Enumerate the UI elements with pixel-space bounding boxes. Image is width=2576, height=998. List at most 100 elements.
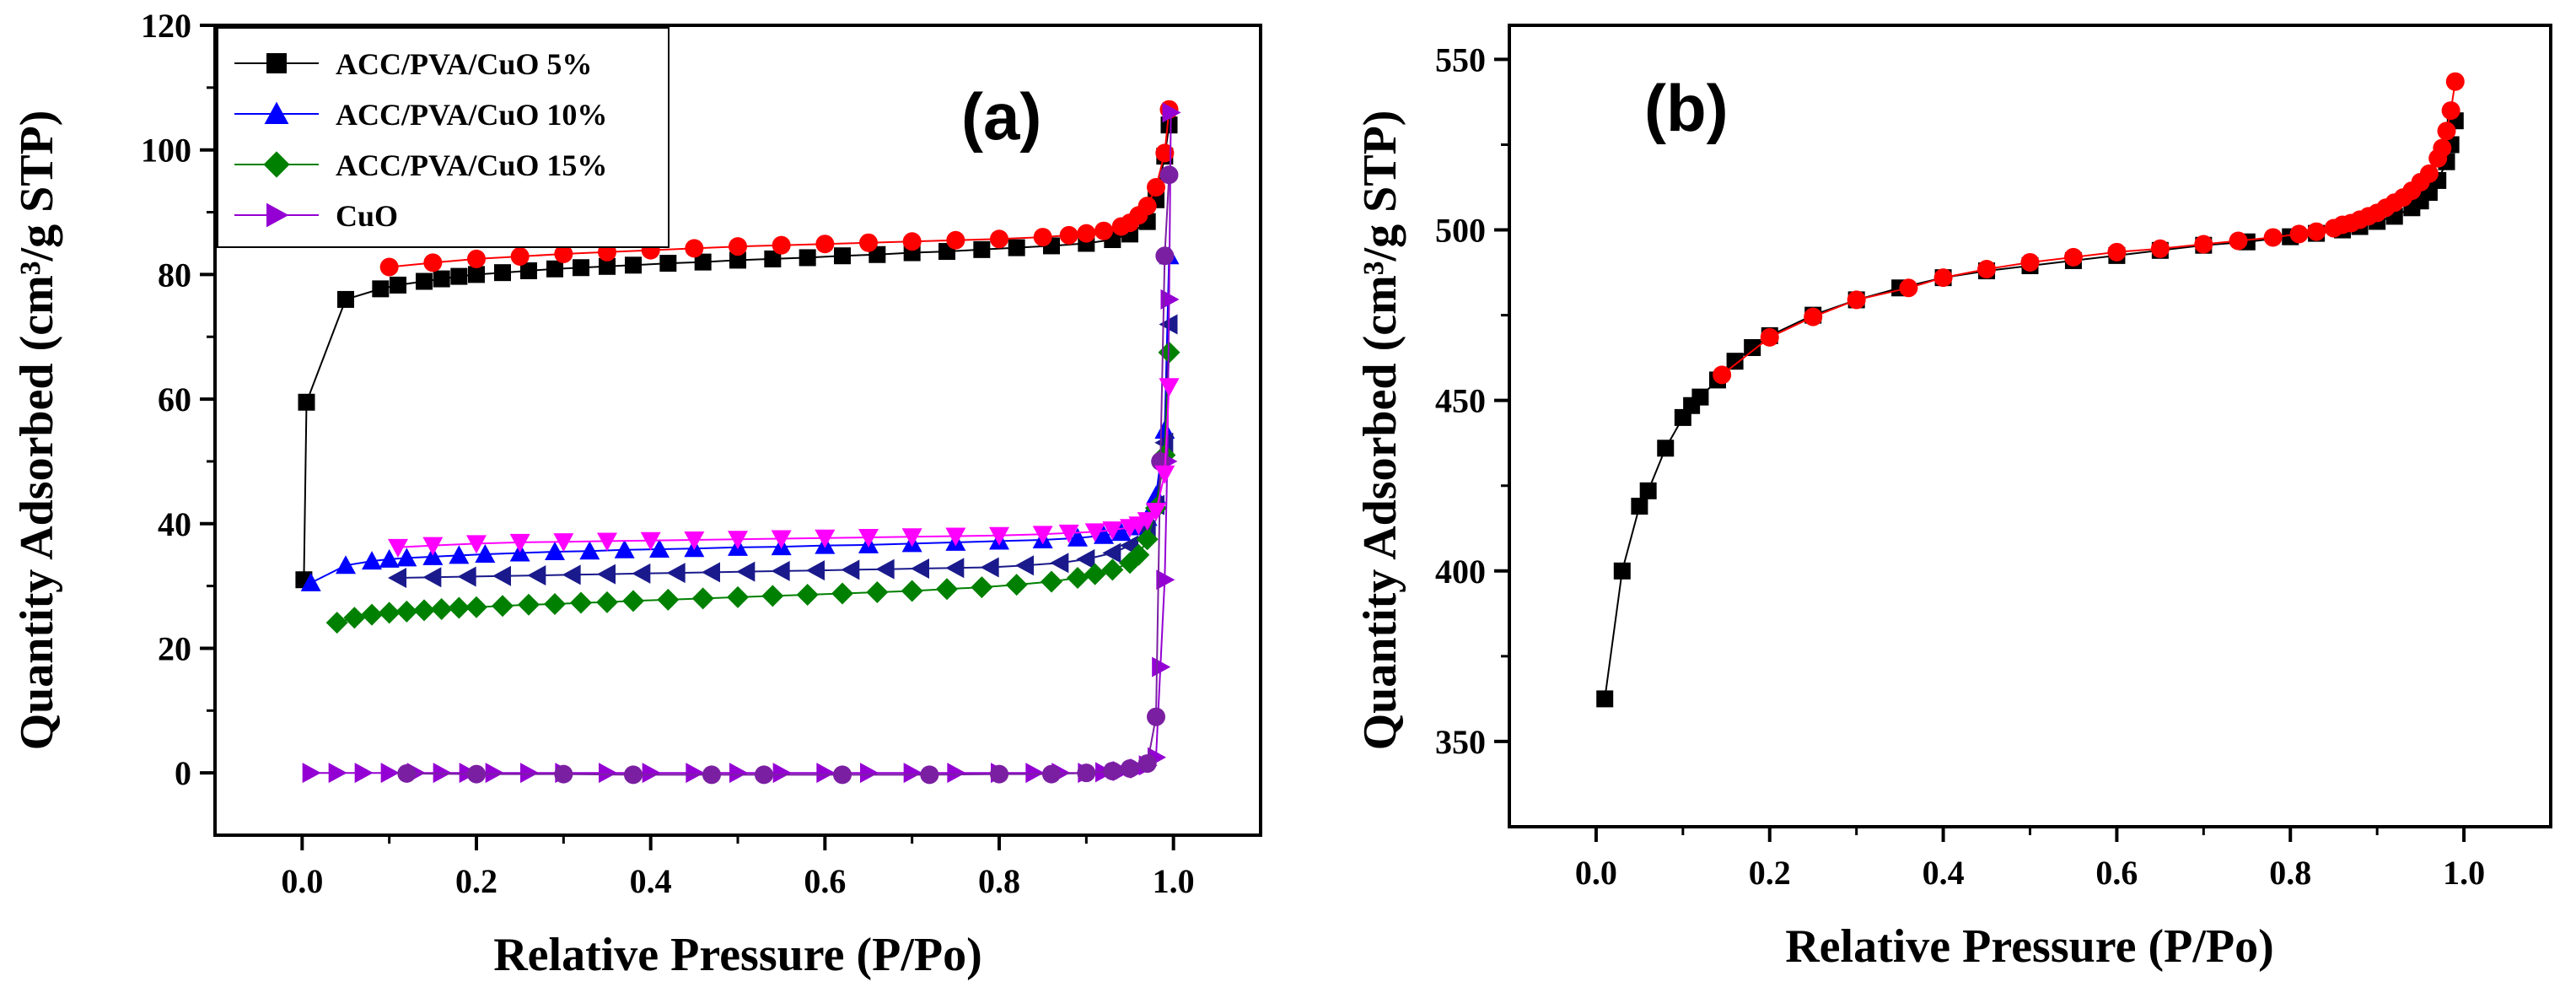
panel-b-x-tick-label: 1.0: [2443, 854, 2485, 892]
panel-b-ticks: 0.0 0.2 0.4 0.6 0.8 1.0 350 400 450 500 550: [1435, 40, 2485, 892]
panel-a-data-point: [702, 765, 721, 785]
panel-a-data-point: [423, 253, 443, 272]
panel-b-x-axis-title: Relative Pressure (P/Po): [1785, 920, 2274, 973]
panel-a-data-point: [1137, 754, 1157, 774]
panel-a-data-point: [466, 535, 487, 554]
panel-a-data-point: [1154, 432, 1174, 453]
panel-a-data-point: [1084, 523, 1105, 542]
panel-a-y-tick-label: 100: [141, 132, 191, 170]
panel-a-data-point: [772, 763, 792, 784]
panel-a-data-point: [1058, 524, 1079, 543]
panel-a-data-point: [1155, 143, 1175, 163]
panel-a-data-point: [343, 607, 366, 629]
panel-b-data-point: [1596, 690, 1614, 708]
legend-marker-acc-pva-cuo-15: [263, 151, 290, 178]
panel-a-data-point: [354, 763, 374, 784]
panel-b-y-axis-title: Quantity Adsorbed (cm³/g STP): [1354, 111, 1406, 751]
panel-a-x-tick-label: 0.8: [978, 862, 1020, 900]
panel-b-y-tick-label: 500: [1435, 212, 1486, 250]
panel-a-data-point: [833, 765, 852, 785]
panel-a-y-tick-label: 120: [141, 7, 191, 45]
panel-a-data-point: [467, 764, 486, 784]
panel-a-data-point: [936, 578, 958, 601]
panel-a-data-point: [1102, 521, 1123, 541]
panel-b-y-tick-label: 550: [1435, 40, 1486, 78]
panel-a-data-point: [806, 560, 825, 581]
panel-a-data-point: [422, 537, 444, 556]
panel-b-x-tick-label: 0.6: [2095, 854, 2138, 892]
panel-a-data-point: [947, 763, 966, 784]
panel-a-data-point: [973, 240, 991, 258]
panel-a-series: [295, 100, 1181, 785]
panel-a-y-tick-label: 20: [158, 629, 191, 667]
panel-b-series-adsorption: [1596, 112, 2464, 708]
panel-a-data-point: [465, 596, 487, 618]
panel-a-data-point: [1032, 526, 1053, 545]
panel-b-series: [1596, 72, 2465, 708]
panel-b-data-point: [1713, 365, 1732, 385]
panel-a-data-point: [640, 531, 661, 551]
panel-b-data-point: [2150, 239, 2170, 258]
panel-a-data-point: [599, 763, 617, 784]
panel-a-data-point: [1162, 102, 1181, 123]
panel-a-data-point: [302, 763, 321, 784]
panel-a-data-point: [860, 763, 879, 784]
panel-a-data-point: [772, 235, 791, 255]
panel-a-data-point: [325, 612, 348, 634]
panel-a-data-point: [300, 572, 321, 591]
panel-b-y-tick-label: 400: [1435, 553, 1486, 591]
panel-a-data-point: [1137, 197, 1157, 216]
panel-a-data-point: [1154, 465, 1175, 484]
panel-a-legend-box: [217, 27, 670, 248]
panel-a-data-point: [1103, 761, 1122, 780]
panel-a-data-point: [1076, 548, 1095, 569]
panel-b-data-point: [2307, 222, 2326, 241]
panel-a-data-point: [570, 591, 592, 614]
panel-a-data-point: [1147, 178, 1165, 197]
panel-a-x-tick-label: 0.6: [804, 862, 846, 900]
panel-a-data-point: [990, 764, 1008, 784]
panel-a-data-point: [866, 581, 889, 603]
panel-a-data-point: [858, 529, 879, 548]
panel-a-data-point: [1111, 522, 1132, 542]
panel-a-data-point: [573, 259, 589, 277]
panel-a-series-line: [303, 125, 1170, 580]
panel-a-data-point: [1102, 542, 1121, 564]
panel-a-data-point: [911, 558, 929, 579]
panel-a-data-point: [467, 249, 486, 268]
panel-b-data-point: [2063, 247, 2083, 267]
panel-b-y-tick-label: 450: [1435, 382, 1486, 420]
panel-b-data-point: [1691, 388, 1709, 406]
panel-a-y-tick-label: 40: [158, 505, 191, 543]
panel-a-data-point: [492, 565, 511, 586]
panel-a-data-point: [527, 565, 546, 586]
panel-a-data-point: [337, 290, 354, 308]
panel-a-data-point: [546, 260, 563, 278]
panel-a-data-point: [422, 567, 442, 588]
panel-a-chart: 0.0 0.2 0.4 0.6 0.8 1.0 0 20 40 60 80 100 120 Relati…: [11, 7, 1262, 981]
panel-b-data-point: [2289, 224, 2309, 244]
panel-b-data-point: [2020, 252, 2040, 272]
panel-b-data-point: [1744, 339, 1761, 357]
panel-a-data-point: [475, 543, 496, 563]
panel-b-data-point: [2445, 72, 2465, 91]
panel-a-y-tick-label: 0: [175, 754, 191, 792]
panel-b-data-point: [1631, 498, 1648, 515]
legend-label-acc-pva-cuo-10: ACC/PVA/CuO 10%: [336, 98, 607, 132]
panel-b-y-tick-label: 350: [1435, 723, 1486, 761]
panel-a-y-tick-label: 60: [158, 380, 191, 418]
panel-a-data-point: [1067, 567, 1089, 590]
panel-a-data-point: [625, 256, 642, 274]
panel-a-y-axis-title: Quantity Adsorbed (cm³/g STP): [11, 111, 63, 751]
panel-a-x-tick-label: 0.2: [455, 862, 497, 900]
panel-a-series-line: [406, 175, 1170, 776]
panel-a-data-point: [597, 564, 616, 585]
panel-a-data-point: [1160, 289, 1180, 310]
panel-a-data-point: [685, 239, 704, 258]
panel-a-data-point: [362, 551, 382, 570]
panel-a-data-point: [902, 232, 922, 251]
panel-a-data-point: [433, 270, 450, 288]
panel-a-series-acc-pva-cuo-10: [300, 245, 1180, 591]
panel-a-data-point: [520, 262, 537, 279]
panel-b-data-point: [1613, 562, 1631, 580]
